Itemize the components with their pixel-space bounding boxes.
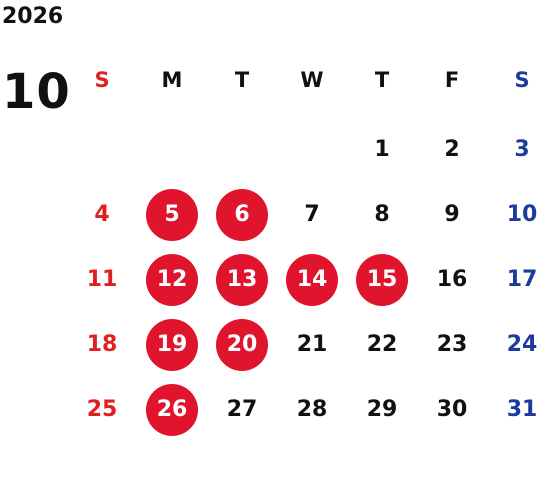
day-7[interactable]: 7 [304,202,320,227]
day-30[interactable]: 30 [436,397,468,422]
day-21[interactable]: 21 [296,332,328,357]
weekday-sun: S [94,68,110,92]
day-5[interactable]: 5 [146,189,198,241]
day-12[interactable]: 12 [146,254,198,306]
day-29[interactable]: 29 [366,397,398,422]
day-8[interactable]: 8 [374,202,390,227]
day-24[interactable]: 24 [506,332,538,357]
day-11[interactable]: 11 [86,267,118,292]
day-15[interactable]: 15 [356,254,408,306]
day-28[interactable]: 28 [296,397,328,422]
day-9[interactable]: 9 [444,202,460,227]
weekday-wed: W [300,68,324,92]
day-10[interactable]: 10 [506,202,538,227]
day-22[interactable]: 22 [366,332,398,357]
day-17[interactable]: 17 [506,267,538,292]
weekday-sat: S [514,68,530,92]
day-27[interactable]: 27 [226,397,258,422]
weekday-mon: M [161,68,183,92]
day-4[interactable]: 4 [94,202,110,227]
day-3[interactable]: 3 [514,137,530,162]
day-20[interactable]: 20 [216,319,268,371]
day-13[interactable]: 13 [216,254,268,306]
day-23[interactable]: 23 [436,332,468,357]
day-2[interactable]: 2 [444,137,460,162]
day-1[interactable]: 1 [374,137,390,162]
day-19[interactable]: 19 [146,319,198,371]
weekday-thu: T [374,68,390,92]
day-25[interactable]: 25 [86,397,118,422]
year-label: 2026 [2,4,64,29]
day-6[interactable]: 6 [216,189,268,241]
day-16[interactable]: 16 [436,267,468,292]
day-18[interactable]: 18 [86,332,118,357]
day-14[interactable]: 14 [286,254,338,306]
weekday-fri: F [444,68,460,92]
day-31[interactable]: 31 [506,397,538,422]
weekday-tue: T [234,68,250,92]
day-26[interactable]: 26 [146,384,198,436]
month-number: 10 [2,64,71,120]
